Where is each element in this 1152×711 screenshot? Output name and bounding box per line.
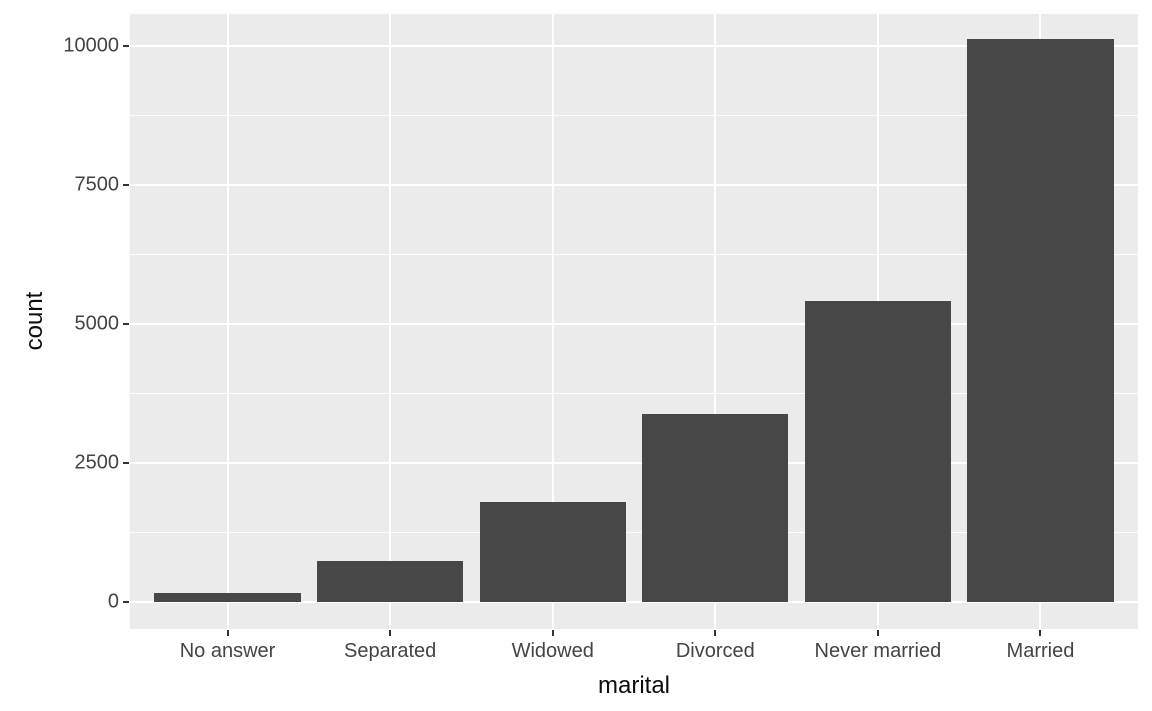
y-tick-label: 5000 [74,312,120,335]
major-gridline [130,45,1138,47]
minor-gridline [130,115,1138,116]
y-tick-label: 7500 [74,173,120,196]
x-tick-label: Never married [814,640,942,662]
x-tick-mark [714,630,717,636]
y-tick-label: 2500 [74,451,120,474]
y-axis-tick-labels: 0 2500 5000 7500 10000 [0,0,119,711]
bar-divorced [642,413,789,602]
x-tick-label: Widowed [511,640,594,662]
minor-gridline [130,254,1138,255]
major-gridline [130,323,1138,325]
y-tick-mark [123,601,129,603]
x-axis-title: marital [597,672,671,699]
category-gridline [714,14,717,629]
bar-never-married [804,300,952,602]
major-gridline [130,184,1138,186]
x-tick-mark [876,630,879,636]
y-tick-mark [123,45,129,47]
x-tick-label: Divorced [675,640,755,662]
bar-separated [316,560,464,602]
minor-gridline [130,393,1138,394]
x-tick-mark [226,630,229,636]
minor-gridline [130,532,1138,533]
category-gridline [389,14,392,629]
category-gridline [226,14,229,629]
major-gridline [130,601,1138,603]
x-tick-mark [1039,630,1042,636]
category-gridline [551,14,554,629]
bar-married [967,39,1114,602]
bar-no-answer [154,593,301,602]
y-tick-mark [123,184,129,186]
x-tick-label: No answer [179,640,276,662]
y-tick-mark [123,462,129,464]
y-axis-title: count [21,291,48,351]
y-tick-mark [123,323,129,325]
major-gridline [130,462,1138,464]
x-tick-label: Married [1006,640,1075,662]
y-tick-label: 10000 [63,34,119,57]
bar-widowed [479,501,626,602]
y-tick-label: 0 [107,590,119,613]
x-tick-mark [389,630,392,636]
x-tick-label: Separated [343,640,437,662]
x-tick-mark [551,630,554,636]
plot-panel [130,14,1138,629]
